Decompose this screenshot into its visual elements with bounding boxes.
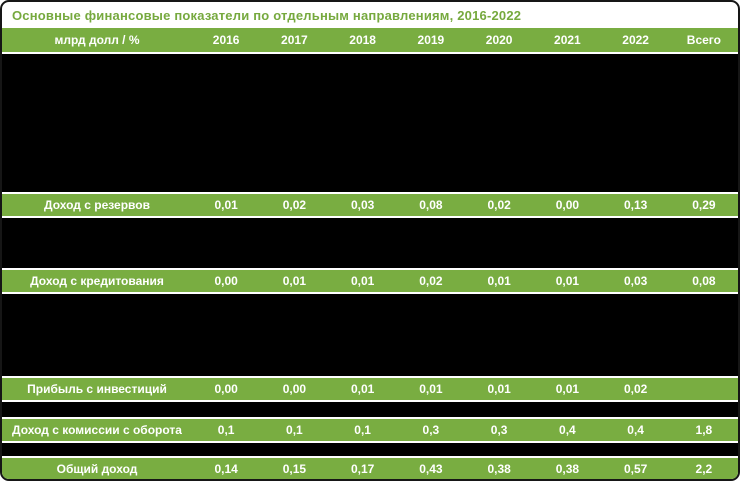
cell-value: 0,1 <box>217 423 235 437</box>
table-row-reserves: Доход с резервов 0,01 0,02 0,03 0,08 0,0… <box>2 194 738 216</box>
column-header-2020: 2020 <box>485 33 513 47</box>
cell-value: 0,00 <box>214 274 238 288</box>
cell-value: 0,1 <box>354 423 371 437</box>
unit-label: млрд долл / % <box>54 33 140 47</box>
redacted-rows-block <box>2 443 738 456</box>
cell-value: 0,14 <box>214 462 238 476</box>
cell-value: 0,13 <box>623 198 648 212</box>
cell-value: 0,38 <box>555 462 580 476</box>
table-row-lending: Доход с кредитования 0,00 0,01 0,01 0,02… <box>2 270 738 292</box>
column-header-2019: 2019 <box>417 33 445 47</box>
table-row-investments: Прибыль с инвестиций 0,00 0,00 0,01 0,01… <box>2 378 738 400</box>
cell-value <box>670 378 738 400</box>
column-header-2021: 2021 <box>554 33 581 47</box>
cell-value: 0,08 <box>692 274 716 288</box>
cell-value: 0,43 <box>419 462 443 476</box>
cell-value: 0,01 <box>555 274 580 288</box>
cell-value: 0,4 <box>559 423 576 437</box>
row-label: Общий доход <box>56 462 138 476</box>
cell-value: 0,3 <box>490 423 508 437</box>
cell-value: 0,01 <box>555 382 580 396</box>
table-header-row: млрд долл / % 2016 2017 2018 2019 2020 2… <box>2 28 738 52</box>
cell-value: 0,29 <box>692 198 716 212</box>
cell-value: 0,01 <box>350 274 375 288</box>
cell-value: 0,01 <box>350 382 375 396</box>
row-label: Доход с резервов <box>44 198 150 212</box>
cell-value: 0,08 <box>419 198 443 212</box>
cell-value: 0,57 <box>623 462 648 476</box>
redacted-rows-block <box>2 218 738 268</box>
row-label: Прибыль с инвестиций <box>27 382 167 396</box>
table-row-commission: Доход с комиссии с оборота 0,1 0,1 0,1 0… <box>2 419 738 441</box>
row-label: Доход с кредитования <box>30 274 164 288</box>
cell-value: 0,02 <box>623 382 648 396</box>
redacted-rows-block <box>2 402 738 417</box>
cell-value: 0,00 <box>214 382 238 396</box>
chart-title: Основные финансовые показатели по отдель… <box>12 8 522 23</box>
cell-value: 0,1 <box>286 423 303 437</box>
cell-value: 0,02 <box>419 274 443 288</box>
redacted-rows-block <box>2 294 738 376</box>
cell-value: 0,01 <box>487 382 511 396</box>
cell-value: 0,00 <box>555 198 580 212</box>
cell-value: 0,17 <box>350 462 375 476</box>
cell-value: 0,03 <box>623 274 648 288</box>
row-label: Доход с комиссии с оборота <box>12 423 182 437</box>
cell-value: 0,00 <box>282 382 307 396</box>
cell-value: 0,4 <box>627 423 644 437</box>
cell-value: 1,8 <box>695 423 713 437</box>
column-header-2016: 2016 <box>212 33 240 47</box>
cell-value: 0,02 <box>487 198 511 212</box>
cell-value: 2,2 <box>695 462 713 476</box>
column-header-2022: 2022 <box>622 33 649 47</box>
cell-value: 0,01 <box>487 274 511 288</box>
column-header-2017: 2017 <box>281 33 308 47</box>
cell-value: 0,02 <box>282 198 307 212</box>
column-header-2018: 2018 <box>349 33 376 47</box>
cell-value: 0,15 <box>282 462 307 476</box>
redacted-rows-block <box>2 54 738 192</box>
cell-value: 0,01 <box>214 198 238 212</box>
cell-value: 0,38 <box>487 462 511 476</box>
cell-value: 0,01 <box>419 382 443 396</box>
cell-value: 0,3 <box>422 423 440 437</box>
column-header-total: Всего <box>686 33 721 47</box>
cell-value: 0,01 <box>282 274 307 288</box>
cell-value: 0,03 <box>350 198 375 212</box>
table-row-total-income: Общий доход 0,14 0,15 0,17 0,43 0,38 0,3… <box>2 458 738 479</box>
